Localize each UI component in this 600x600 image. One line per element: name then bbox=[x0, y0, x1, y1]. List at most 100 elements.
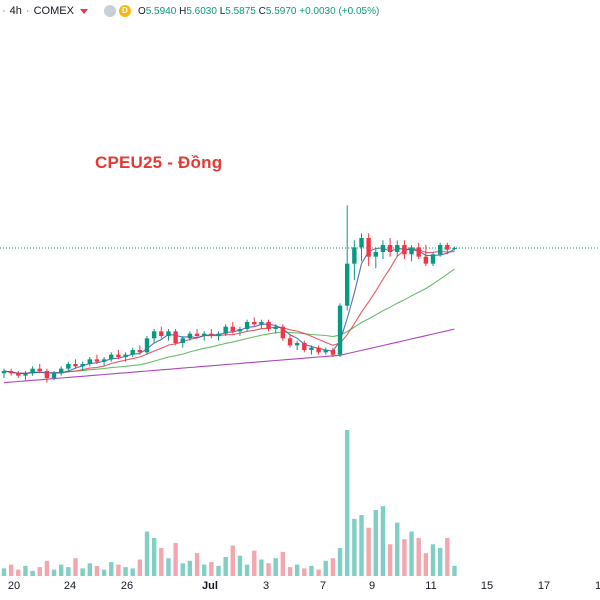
volume-bar bbox=[330, 558, 336, 576]
candle-body bbox=[330, 350, 336, 355]
volume-bar bbox=[66, 567, 71, 576]
candle-body bbox=[109, 354, 114, 360]
volume-bar bbox=[302, 568, 307, 576]
candle-body bbox=[123, 354, 128, 357]
candle-body bbox=[252, 322, 257, 325]
volume-bar bbox=[387, 544, 393, 576]
high-label: H bbox=[179, 5, 187, 17]
volume-bar bbox=[180, 563, 185, 576]
volume-bar bbox=[44, 560, 50, 576]
volume-bar bbox=[109, 562, 114, 576]
candle-body bbox=[337, 305, 343, 355]
time-axis-label: 26 bbox=[120, 580, 134, 592]
time-axis-label: 17 bbox=[537, 580, 551, 592]
time-axis-label: 24 bbox=[63, 580, 77, 592]
volume-bar bbox=[430, 544, 436, 576]
volume-bar bbox=[373, 509, 378, 576]
candle-body bbox=[316, 347, 321, 353]
candle-body bbox=[402, 245, 407, 255]
candle-body bbox=[380, 245, 386, 252]
candle-body bbox=[309, 347, 314, 350]
volume-bar bbox=[366, 527, 371, 576]
volume-bar bbox=[130, 568, 135, 576]
volume-bar bbox=[437, 548, 443, 576]
volume-bar bbox=[173, 542, 178, 576]
candle-body bbox=[237, 329, 243, 332]
candle-body bbox=[87, 359, 92, 364]
volume-bar bbox=[266, 563, 271, 576]
candle-body bbox=[30, 368, 35, 374]
candle-body bbox=[423, 256, 429, 264]
ohlc-values: O5.5940 H5.6030 L5.5875 C5.5970 +0.0030 … bbox=[138, 6, 379, 17]
candle-body bbox=[209, 333, 214, 336]
candle-body bbox=[8, 371, 14, 374]
volume-bar bbox=[445, 537, 450, 576]
candle-body bbox=[216, 333, 221, 336]
high-value: 5.6030 bbox=[186, 5, 217, 17]
volume-bar bbox=[345, 430, 350, 576]
volume-bar bbox=[51, 569, 57, 576]
volume-bar bbox=[116, 564, 121, 576]
volume-bar bbox=[244, 564, 250, 576]
candle-body bbox=[16, 373, 21, 376]
candle-body bbox=[352, 247, 357, 264]
volume-bar bbox=[316, 569, 321, 576]
price-chart[interactable] bbox=[0, 22, 600, 578]
candle-body bbox=[202, 333, 207, 336]
volume-bar bbox=[273, 558, 278, 576]
chart-annotation-title: CPEU25 - Đồng bbox=[95, 153, 223, 172]
delayed-data-badge[interactable]: D bbox=[118, 5, 131, 17]
volume-bar bbox=[423, 553, 429, 576]
volume-bar bbox=[159, 548, 164, 576]
candle-body bbox=[287, 338, 293, 346]
open-label: O bbox=[137, 5, 146, 17]
candle-body bbox=[266, 322, 271, 329]
candle-body bbox=[230, 326, 235, 332]
volume-bar bbox=[259, 559, 264, 576]
volume-bar bbox=[337, 548, 343, 576]
exchange-label[interactable]: COMEX bbox=[33, 5, 74, 17]
candle-body bbox=[130, 350, 135, 355]
time-axis-label: Jul bbox=[202, 580, 218, 592]
candle-body bbox=[387, 245, 393, 252]
candle-body bbox=[437, 245, 443, 255]
change-value: +0.0030 (+0.05%) bbox=[299, 5, 380, 17]
open-value: 5.5940 bbox=[145, 5, 177, 17]
candle-body bbox=[280, 326, 286, 339]
volume-bar bbox=[294, 564, 300, 576]
volume-bar bbox=[8, 564, 14, 576]
volume-bar bbox=[37, 567, 42, 576]
candle-body bbox=[323, 350, 328, 353]
ma-slow-line bbox=[3, 268, 455, 374]
candle-body bbox=[373, 252, 378, 257]
volume-bar bbox=[252, 550, 257, 576]
volume-bar bbox=[402, 539, 407, 576]
arrow-down-icon bbox=[79, 8, 88, 14]
candle-body bbox=[359, 238, 364, 248]
volume-bar bbox=[230, 545, 235, 576]
interval-label[interactable]: 4h bbox=[9, 5, 22, 17]
candle-body bbox=[273, 326, 278, 329]
candle-body bbox=[101, 359, 107, 362]
low-value: 5.5875 bbox=[225, 5, 256, 17]
volume-bar bbox=[416, 537, 421, 576]
volume-bar bbox=[73, 558, 78, 576]
ma-fast-line bbox=[3, 247, 455, 374]
candle-body bbox=[259, 322, 264, 325]
time-axis-label: 15 bbox=[480, 580, 494, 592]
candle-body bbox=[23, 373, 28, 376]
market-status-icon bbox=[103, 5, 116, 17]
volume-bar bbox=[30, 570, 35, 576]
volume-bar bbox=[209, 562, 214, 576]
time-axis[interactable]: 20 24 26 Jul 3 7 9 11 15 17 1 bbox=[0, 578, 600, 600]
time-axis-label: 20 bbox=[7, 580, 21, 592]
time-axis-label: 11 bbox=[425, 580, 437, 592]
volume-bar bbox=[144, 531, 150, 576]
candle-body bbox=[173, 331, 178, 343]
candle-body bbox=[244, 322, 250, 329]
volume-bar bbox=[309, 565, 314, 576]
ma-long-line bbox=[3, 328, 455, 384]
volume-bar bbox=[101, 569, 107, 576]
candle-body bbox=[59, 368, 64, 374]
volume-bar bbox=[395, 522, 400, 576]
